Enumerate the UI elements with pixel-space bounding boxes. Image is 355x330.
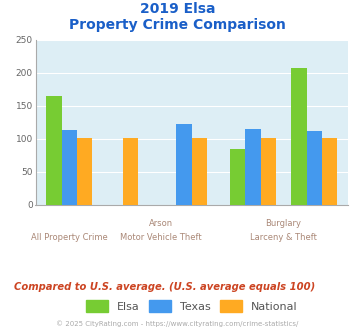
Bar — [77, 138, 92, 205]
Text: 2019 Elsa: 2019 Elsa — [140, 2, 215, 16]
Text: All Property Crime: All Property Crime — [31, 233, 108, 242]
Bar — [230, 149, 245, 205]
Bar — [123, 138, 138, 205]
Bar — [176, 124, 192, 205]
Bar — [291, 68, 307, 205]
Bar — [322, 138, 337, 205]
Bar — [46, 96, 61, 205]
Legend: Elsa, Texas, National: Elsa, Texas, National — [82, 296, 302, 316]
Bar — [307, 131, 322, 205]
Text: Larceny & Theft: Larceny & Theft — [250, 233, 317, 242]
Bar — [192, 138, 207, 205]
Text: Arson: Arson — [149, 219, 173, 228]
Text: Compared to U.S. average. (U.S. average equals 100): Compared to U.S. average. (U.S. average … — [14, 282, 316, 292]
Text: Motor Vehicle Theft: Motor Vehicle Theft — [120, 233, 202, 242]
Bar — [61, 130, 77, 205]
Text: Property Crime Comparison: Property Crime Comparison — [69, 18, 286, 32]
Text: Burglary: Burglary — [266, 219, 302, 228]
Text: © 2025 CityRating.com - https://www.cityrating.com/crime-statistics/: © 2025 CityRating.com - https://www.city… — [56, 320, 299, 327]
Bar — [245, 129, 261, 205]
Bar — [261, 138, 276, 205]
